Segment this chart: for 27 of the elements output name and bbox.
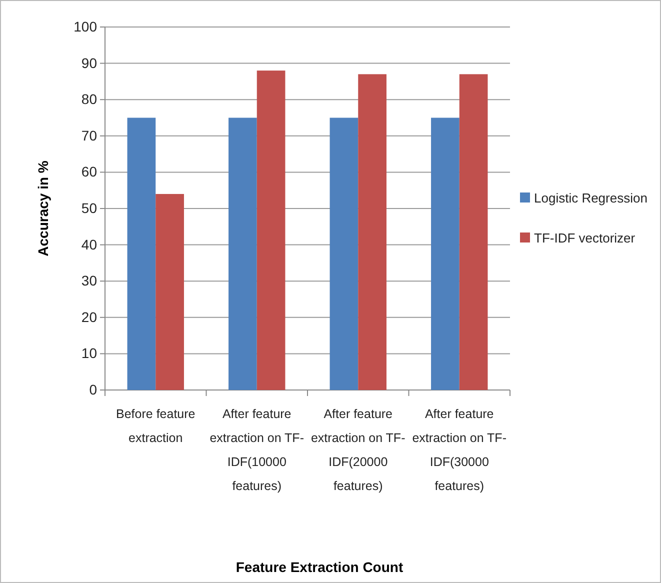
- y-tick-label: 50: [81, 200, 98, 216]
- y-tick-label: 70: [81, 127, 98, 144]
- x-tick-label: Before feature extraction: [116, 407, 196, 445]
- y-tick-label: 40: [81, 236, 98, 252]
- x-axis-title: Feature Extraction Count: [236, 559, 404, 575]
- bar: [330, 118, 358, 390]
- y-tick-label: 10: [81, 345, 98, 362]
- bar: [156, 194, 184, 390]
- x-tick-label: After feature extraction on TF-IDF(20000 features): [310, 407, 406, 493]
- bar: [431, 118, 460, 390]
- bar: [459, 74, 488, 390]
- y-tick-label: 80: [81, 91, 98, 108]
- y-tick-label: 100: [74, 18, 98, 34]
- y-tick-label: 60: [81, 164, 98, 180]
- legend-label: Logistic Regression: [534, 190, 648, 206]
- bar: [127, 118, 156, 390]
- legend-label: TF-IDF vectorizer: [534, 230, 636, 246]
- bar: [358, 74, 386, 390]
- y-tick-label: 90: [81, 54, 98, 71]
- y-tick-label: 20: [81, 308, 98, 325]
- bar: [256, 70, 286, 390]
- x-tick-label: After feature extraction on TF-IDF(30000 features): [412, 407, 507, 493]
- y-tick-label: 0: [89, 381, 98, 398]
- y-axis-title: Accuracy in %: [35, 160, 51, 256]
- y-tick-label: 30: [81, 272, 98, 289]
- bar: [228, 118, 257, 390]
- x-tick-label: After feature extraction on TF-IDF(10000 features): [210, 407, 304, 493]
